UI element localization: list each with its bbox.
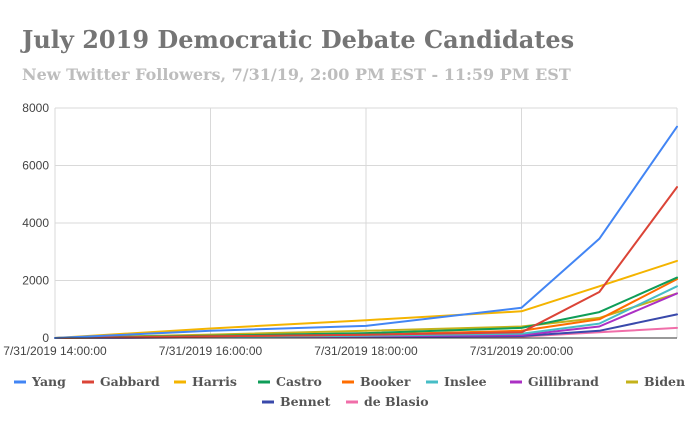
chart-subtitle: New Twitter Followers, 7/31/19, 2:00 PM …	[22, 65, 571, 84]
legend-label-gillibrand: Gillibrand	[528, 374, 599, 389]
series-line-yang	[54, 125, 678, 339]
series-line-gabbard	[54, 186, 678, 339]
x-tick-label: 7/31/2019 20:00:00	[470, 344, 574, 358]
legend-label-gabbard: Gabbard	[100, 374, 160, 389]
legend-label-booker: Booker	[360, 374, 411, 389]
y-tick-label: 4000	[22, 216, 49, 230]
y-tick-label: 0	[42, 331, 49, 345]
legend-label-biden: Biden	[644, 374, 685, 389]
legend: Yang Gabbard Harris Castro Booker Inslee Gilli…	[14, 374, 685, 409]
x-tick-label: 7/31/2019 16:00:00	[159, 344, 263, 358]
grid-layer	[54, 107, 678, 338]
legend-label-bennet: Bennet	[280, 394, 331, 409]
legend-label-yang: Yang	[31, 374, 66, 389]
legend-label-de-blasio: de Blasio	[364, 394, 429, 409]
legend-label-castro: Castro	[276, 374, 322, 389]
y-tick-label: 8000	[22, 101, 49, 115]
legend-label-inslee: Inslee	[444, 374, 487, 389]
series-line-harris	[54, 259, 678, 339]
y-tick-label: 2000	[22, 274, 49, 288]
x-axis-ticks: 7/31/2019 14:00:00 7/31/2019 16:00:00 7/31…	[3, 344, 573, 358]
legend-label-harris: Harris	[192, 374, 237, 389]
y-tick-label: 6000	[22, 159, 49, 173]
x-tick-label: 7/31/2019 14:00:00	[3, 344, 107, 358]
x-tick-label: 7/31/2019 18:00:00	[314, 344, 418, 358]
chart-title: July 2019 Democratic Debate Candidates	[20, 25, 574, 54]
y-axis-ticks: 0 2000 4000 6000 8000	[22, 101, 49, 345]
